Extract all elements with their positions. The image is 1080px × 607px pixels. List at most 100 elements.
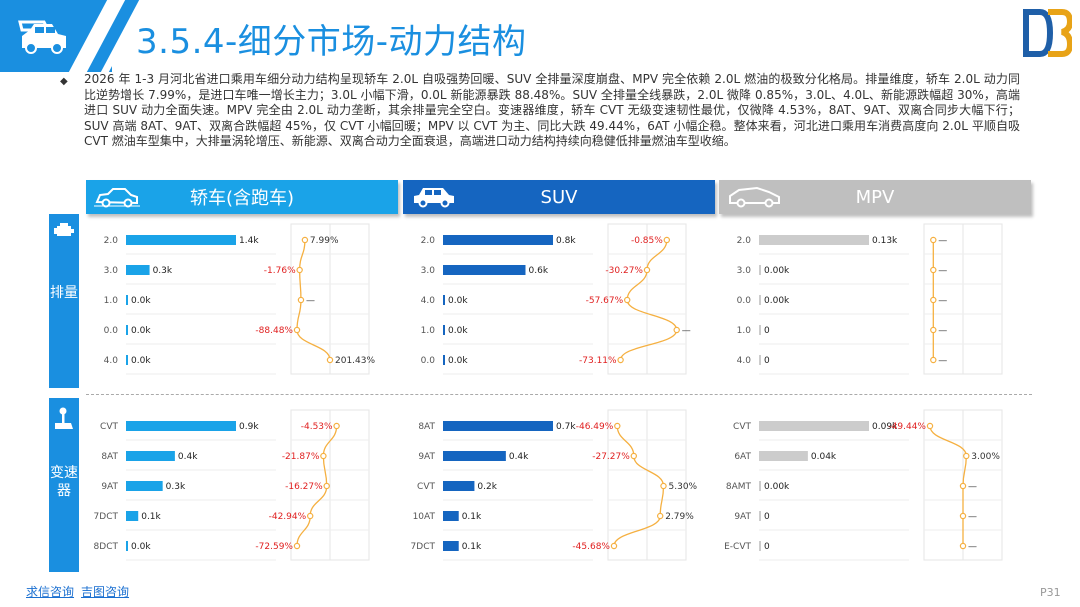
bar <box>126 421 236 431</box>
bar-value-label: 0.3k <box>166 482 186 492</box>
sedan-icon <box>94 188 140 208</box>
growth-label: — <box>306 296 315 306</box>
category-label: 0.0 <box>737 296 752 306</box>
growth-label: — <box>938 236 947 246</box>
bar-value-label: 0.0k <box>131 356 151 366</box>
growth-point <box>660 482 667 490</box>
growth-point <box>617 356 624 364</box>
summary-text: 2026 年 1-3 月河北省进口乘用车细分动力结构呈现轿车 2.0L 自吸强势… <box>84 72 1020 149</box>
growth-point <box>323 482 330 490</box>
growth-label: -27.27% <box>592 452 630 462</box>
category-label: 8AMT <box>726 482 752 492</box>
category-label: 4.0 <box>421 296 436 306</box>
growth-label: — <box>938 356 947 366</box>
panel-header-mpv: MPV <box>719 180 1031 214</box>
growth-point <box>930 296 937 304</box>
gear-shift-icon <box>55 407 73 429</box>
footer-link-qiuxin[interactable]: 求信咨询 <box>26 585 75 599</box>
growth-point <box>630 452 637 460</box>
footer-link-jitu[interactable]: 吉图咨询 <box>81 585 130 599</box>
bar-value-label: 1.4k <box>239 236 259 246</box>
side-label-transmission: 变速器 <box>49 398 79 572</box>
category-label: 9AT <box>418 452 435 462</box>
bar-value-label: 0.00k <box>764 296 790 306</box>
growth-label: -88.48% <box>255 326 293 336</box>
category-label: 4.0 <box>737 356 752 366</box>
bar-value-label: 0.1k <box>462 542 482 552</box>
suv-icon <box>414 188 454 208</box>
bar-value-label: 0.7k <box>556 422 576 432</box>
bar <box>443 541 459 551</box>
growth-point <box>297 296 305 304</box>
category-label: 6AT <box>734 452 751 462</box>
bar <box>759 355 761 365</box>
bar-value-label: 0.9k <box>239 422 259 432</box>
bar <box>443 235 553 245</box>
growth-label: — <box>968 542 977 552</box>
bar <box>126 265 150 275</box>
growth-label: -0.85% <box>631 236 663 246</box>
bar-value-label: 0.4k <box>509 452 529 462</box>
growth-label: -4.53% <box>301 422 333 432</box>
growth-point <box>296 266 303 274</box>
side-text-displacement: 排量 <box>50 285 78 301</box>
growth-point <box>663 236 670 244</box>
bar <box>443 451 506 461</box>
bullet-icon: ◆ <box>60 76 68 87</box>
chart-suv-transmission: 8AT 0.7k 9AT 0.4k CVT 0.2k 10AT 0.1k 7DCT 0.1k -46… <box>411 409 698 561</box>
chart-sedan-displacement: 2.0 1.4k 3.0 0.3k 1.0 0.0k 0.0 0.0k 4.0 0.0k 7.99%… <box>104 223 375 375</box>
growth-label: -45.68% <box>572 542 610 552</box>
bar <box>126 325 128 335</box>
bar-value-label: 0 <box>764 356 770 366</box>
growth-label: -72.59% <box>255 542 293 552</box>
category-label: 0.0 <box>104 326 119 336</box>
growth-point <box>623 296 631 304</box>
growth-point <box>610 542 618 550</box>
bar-value-label: 0.09k <box>872 422 898 432</box>
category-label: 10AT <box>413 512 436 522</box>
growth-point <box>930 266 937 274</box>
category-label: 0.0 <box>421 356 436 366</box>
bar <box>759 541 761 551</box>
panel-title-sedan: 轿车(含跑车) <box>189 188 295 209</box>
panel-header-sedan: 轿车(含跑车) <box>86 180 398 214</box>
growth-label: -21.87% <box>282 452 320 462</box>
growth-point <box>673 326 680 334</box>
bar-value-label: 0 <box>764 542 770 552</box>
growth-point <box>959 482 967 490</box>
bar <box>443 265 526 275</box>
growth-label: -42.94% <box>269 512 307 522</box>
bar-value-label: 0.00k <box>764 482 790 492</box>
bar <box>126 295 128 305</box>
growth-label: -73.11% <box>579 356 617 366</box>
growth-point <box>657 512 664 520</box>
bar <box>443 325 445 335</box>
growth-point <box>930 356 937 364</box>
bar-value-label: 0 <box>764 326 770 336</box>
growth-line <box>613 425 665 547</box>
growth-point <box>326 356 334 364</box>
bar <box>759 295 761 305</box>
bar-value-label: 0.0k <box>131 542 151 552</box>
bar <box>759 325 761 335</box>
growth-point <box>293 326 301 334</box>
growth-label: -57.67% <box>586 296 624 306</box>
bar-value-label: 0.4k <box>178 452 198 462</box>
growth-label: -1.76% <box>264 266 296 276</box>
page-number: P31 <box>1040 586 1061 599</box>
growth-point <box>930 236 937 244</box>
category-label: 1.0 <box>737 326 752 336</box>
bar-value-label: 0.0k <box>448 356 468 366</box>
bar <box>126 511 139 521</box>
bar-value-label: 0.0k <box>131 296 151 306</box>
panel-title-suv: SUV <box>540 186 578 208</box>
category-label: 2.0 <box>421 236 436 246</box>
bar-value-label: 0.1k <box>462 512 482 522</box>
db-logo <box>1023 9 1072 57</box>
category-label: E-CVT <box>724 542 751 552</box>
category-label: 3.0 <box>421 266 436 276</box>
section-divider <box>86 394 1032 395</box>
growth-label: — <box>938 266 947 276</box>
chart-suv-displacement: 2.0 0.8k 3.0 0.6k 4.0 0.0k 1.0 0.0k 0.0 0.0k -0.85… <box>421 223 691 375</box>
bar <box>443 511 459 521</box>
